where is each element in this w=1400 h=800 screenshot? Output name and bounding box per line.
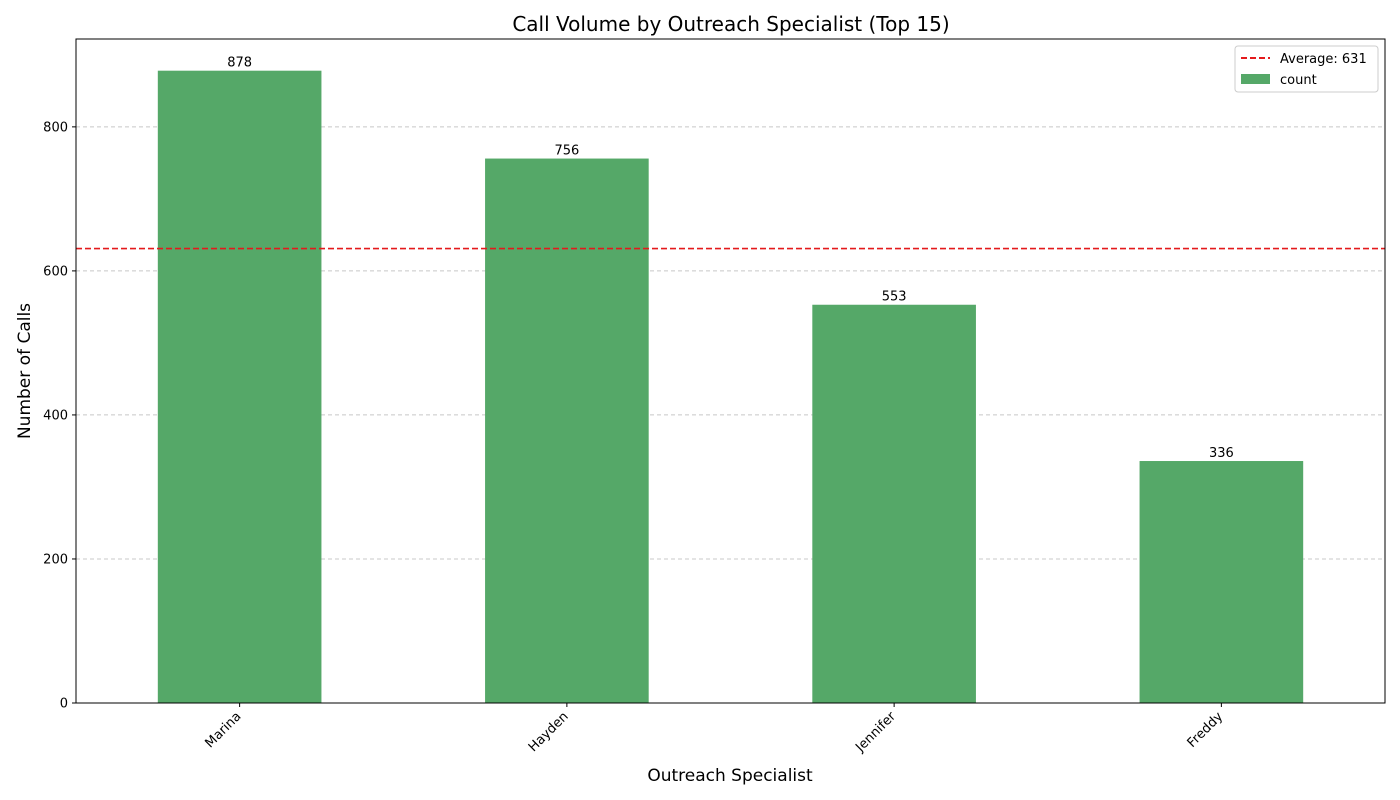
plot-frame: [75, 38, 1386, 704]
data-label-hayden: 756: [554, 144, 579, 159]
x-axis-label: Outreach Specialist: [647, 766, 813, 786]
x-tick-label-marina: Marina: [202, 709, 244, 751]
legend-box: [1234, 45, 1379, 93]
y-tick-label-200: 200: [43, 552, 68, 567]
legend-count-swatch: [1241, 74, 1270, 84]
bar-freddy: [1139, 461, 1304, 703]
x-axis-ticks: Marina Hayden Jennifer Freddy: [202, 703, 1226, 756]
x-tick-label-hayden: Hayden: [526, 709, 572, 755]
legend-count-label: count: [1280, 73, 1317, 88]
y-axis-label: Number of Calls: [15, 303, 35, 439]
y-tick-label-400: 400: [43, 408, 68, 423]
y-tick-label-600: 600: [43, 264, 68, 279]
bar-jennifer: [812, 304, 976, 703]
chart-title: Call Volume by Outreach Specialist (Top …: [512, 12, 949, 36]
x-tick-label-jennifer: Jennifer: [852, 709, 899, 756]
bar-hayden: [485, 158, 649, 703]
x-tick-label-freddy: Freddy: [1185, 709, 1227, 751]
legend-average-label: Average: 631: [1280, 52, 1367, 67]
legend: Average: 631 count: [1234, 45, 1379, 93]
data-label-freddy: 336: [1209, 446, 1234, 461]
bar-marina: [157, 70, 322, 704]
y-tick-label-0: 0: [60, 697, 68, 712]
bars: 878 756 553 336: [157, 56, 1304, 704]
data-label-jennifer: 553: [882, 290, 907, 305]
y-tick-label-800: 800: [43, 120, 68, 135]
y-axis-ticks: 0 200 400 600 800: [43, 120, 76, 712]
data-label-marina: 878: [227, 56, 252, 71]
